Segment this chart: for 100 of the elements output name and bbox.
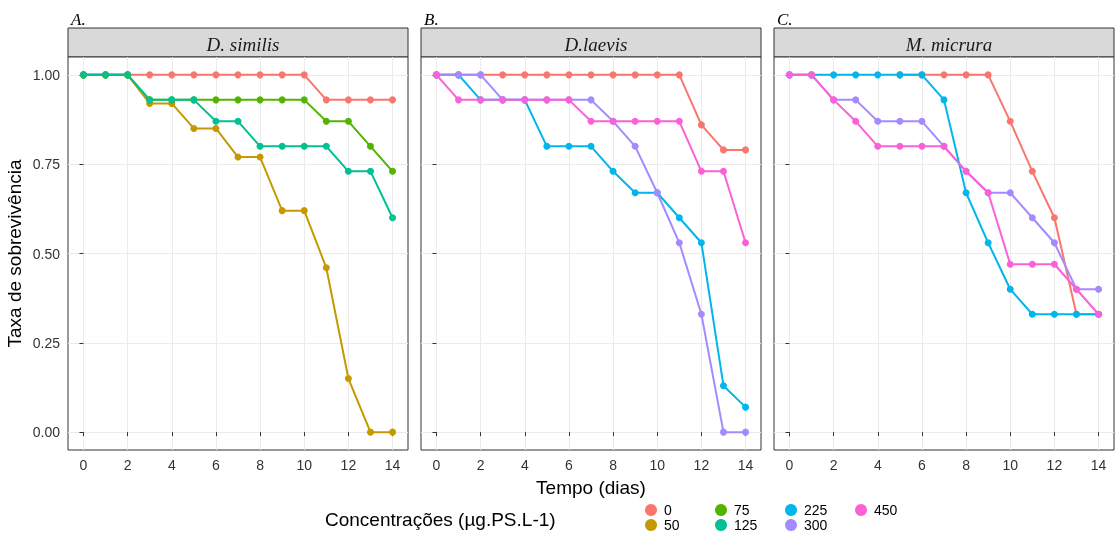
point (146, 71, 154, 79)
point (389, 167, 397, 175)
point (631, 117, 639, 125)
point (874, 142, 882, 150)
x-tick-label: 14 (737, 457, 754, 473)
point (675, 117, 683, 125)
chart-title: M. micrura (904, 34, 993, 55)
x-tick-label: 12 (693, 457, 710, 473)
point (256, 71, 264, 79)
x-tick-label: 10 (649, 457, 666, 473)
point (697, 310, 705, 318)
point (278, 142, 286, 150)
point (1006, 260, 1014, 268)
point (1050, 260, 1058, 268)
point (389, 96, 397, 104)
point (984, 71, 992, 79)
point (278, 96, 286, 104)
point (256, 142, 264, 150)
point (653, 71, 661, 79)
x-tick-label: 0 (785, 457, 794, 473)
point (322, 117, 330, 125)
point (1006, 117, 1014, 125)
x-tick-label: 0 (432, 457, 441, 473)
x-tick-label: 2 (476, 457, 485, 473)
point (962, 71, 970, 79)
legend-label: 450 (874, 502, 898, 518)
point (984, 239, 992, 247)
x-tick-label: 6 (212, 457, 221, 473)
point (256, 96, 264, 104)
point (1028, 214, 1036, 222)
point (366, 428, 374, 436)
x-tick-label: 0 (79, 457, 88, 473)
text: C. (777, 10, 793, 29)
point (697, 121, 705, 129)
point (389, 214, 397, 222)
point (631, 142, 639, 150)
y-tick-label: 1.00 (32, 66, 61, 83)
legend-label: 75 (734, 502, 750, 518)
point (918, 117, 926, 125)
point (565, 71, 573, 79)
point (565, 142, 573, 150)
point (631, 71, 639, 79)
point (300, 71, 308, 79)
point (322, 96, 330, 104)
point (190, 124, 198, 132)
text: A. (70, 10, 86, 29)
point (675, 239, 683, 247)
legend-label: 50 (664, 517, 680, 533)
legend-label: 0 (664, 502, 672, 518)
point (212, 96, 220, 104)
point (168, 71, 176, 79)
point (1050, 310, 1058, 318)
chart-title: D. similis (205, 34, 280, 55)
y-tick-label: 0.50 (32, 245, 61, 262)
point (852, 96, 860, 104)
y-tick-label: 0.00 (32, 424, 61, 441)
point (830, 71, 838, 79)
point (742, 239, 750, 247)
x-tick-label: 4 (520, 457, 529, 473)
point (1050, 214, 1058, 222)
point (742, 146, 750, 154)
point (212, 71, 220, 79)
point (675, 214, 683, 222)
point (389, 428, 397, 436)
x-tick-label: 4 (873, 457, 882, 473)
x-tick-label: 10 (296, 457, 313, 473)
x-tick-label: 12 (340, 457, 357, 473)
point (1095, 285, 1103, 293)
point (719, 146, 727, 154)
point (896, 117, 904, 125)
point (543, 142, 551, 150)
x-tick-label: 6 (918, 457, 927, 473)
x-tick-label: 8 (962, 457, 971, 473)
point (962, 189, 970, 197)
point (344, 375, 352, 383)
point (212, 124, 220, 132)
point (278, 71, 286, 79)
point (697, 167, 705, 175)
chart-title: D.laevis (563, 34, 628, 55)
point (300, 207, 308, 215)
x-tick-label: 10 (1002, 457, 1019, 473)
point (675, 71, 683, 79)
point (874, 71, 882, 79)
point (455, 96, 463, 104)
point (587, 117, 595, 125)
point (918, 142, 926, 150)
point (344, 96, 352, 104)
point (499, 71, 507, 79)
point (719, 428, 727, 436)
point (190, 71, 198, 79)
x-tick-label: 12 (1046, 457, 1063, 473)
point (521, 71, 529, 79)
text: B. (424, 10, 439, 29)
point (609, 167, 617, 175)
point (852, 117, 860, 125)
point (1028, 167, 1036, 175)
point (234, 117, 242, 125)
point (631, 189, 639, 197)
x-tick-label: 4 (167, 457, 176, 473)
point (300, 96, 308, 104)
